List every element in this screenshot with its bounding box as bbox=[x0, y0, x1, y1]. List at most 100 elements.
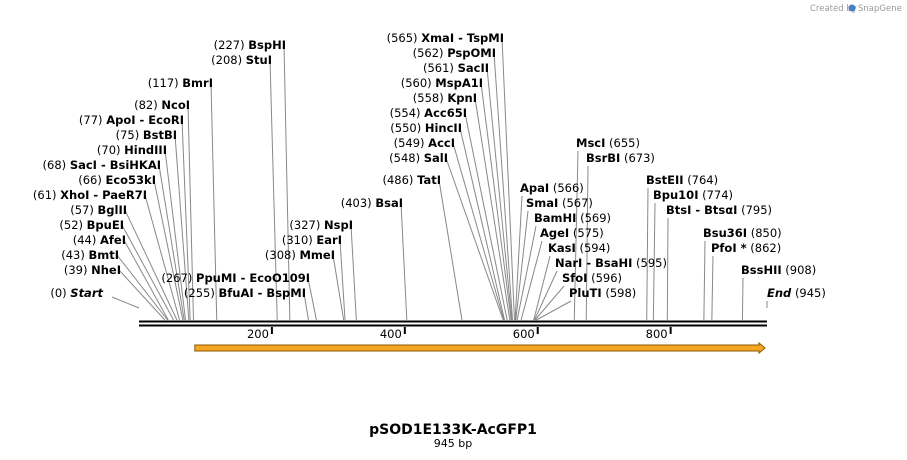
site-label-bpuei[interactable]: (52) BpuEI bbox=[59, 218, 124, 232]
site-position-saci: (68) bbox=[43, 158, 67, 172]
connector-acci bbox=[452, 142, 505, 321]
site-label-eari[interactable]: (310) EarI bbox=[282, 233, 342, 247]
site-label-sali[interactable]: (548) SalI bbox=[389, 151, 448, 165]
site-name-bglii: BglII bbox=[98, 203, 128, 217]
site-label-bamhi[interactable]: BamHI (569) bbox=[534, 211, 611, 225]
site-label-apoi[interactable]: (77) ApoI - EcoRI bbox=[79, 113, 184, 127]
connector-bsu36i bbox=[703, 240, 706, 321]
site-label-pluti[interactable]: PluTI (598) bbox=[569, 286, 636, 300]
site-label-bmri[interactable]: (117) BmrI bbox=[148, 76, 213, 90]
site-label-bsai[interactable]: (403) BsaI bbox=[341, 196, 403, 210]
site-label-stui[interactable]: (208) StuI bbox=[211, 53, 272, 67]
site-name-ncoi: NcoI bbox=[161, 98, 190, 112]
feature-arrow[interactable] bbox=[194, 341, 766, 355]
site-name-bsteii: BstEII bbox=[646, 173, 684, 187]
connector-ppumi bbox=[307, 277, 317, 321]
connector-mmei bbox=[332, 254, 345, 321]
site-position-nspi: (327) bbox=[289, 218, 320, 232]
backbone-strand-bottom bbox=[139, 324, 767, 327]
site-label-start[interactable]: (0) Start bbox=[50, 286, 103, 300]
site-label-btsi[interactable]: BtsI - BtsαI (795) bbox=[666, 203, 772, 217]
site-position-pspomi: (562) bbox=[413, 46, 444, 60]
connector-bsshii bbox=[741, 277, 744, 321]
site-label-tati[interactable]: (486) TatI bbox=[383, 173, 442, 187]
site-label-end[interactable]: End (945) bbox=[767, 286, 826, 300]
site-position-acci: (549) bbox=[394, 136, 425, 150]
site-position-nhei: (39) bbox=[64, 263, 88, 277]
connector-bglii bbox=[124, 209, 178, 321]
site-label-acci[interactable]: (549) AccI bbox=[394, 136, 455, 150]
site-label-apai[interactable]: ApaI (566) bbox=[520, 181, 584, 195]
tick-label-600: 600 bbox=[513, 327, 535, 341]
site-label-bsshii[interactable]: BssHII (908) bbox=[741, 263, 816, 277]
site-label-kasi[interactable]: KasI (594) bbox=[548, 241, 610, 255]
site-label-ncoi[interactable]: (82) NcoI bbox=[134, 98, 190, 112]
site-name-sfoi: SfoI bbox=[562, 271, 587, 285]
site-name-nari: NarI - BsaHI bbox=[555, 256, 632, 270]
site-name-acci: AccI bbox=[428, 136, 455, 150]
connector-nari bbox=[533, 270, 558, 321]
connector-sacii bbox=[486, 67, 513, 321]
site-label-mmei[interactable]: (308) MmeI bbox=[265, 248, 335, 262]
site-label-bstbi[interactable]: (75) BstBI bbox=[116, 128, 177, 142]
site-label-bfuai[interactable]: (255) BfuAI - BspMI bbox=[184, 286, 306, 300]
site-label-sacii[interactable]: (561) SacII bbox=[423, 61, 489, 75]
site-label-agei[interactable]: AgeI (575) bbox=[540, 226, 604, 240]
connector-bsteii bbox=[646, 187, 649, 321]
connector-apoi bbox=[181, 119, 191, 321]
site-label-bsrbi[interactable]: BsrBI (673) bbox=[586, 151, 655, 165]
site-label-xhoi[interactable]: (61) XhoI - PaeR7I bbox=[33, 188, 147, 202]
site-label-bsteii[interactable]: BstEII (764) bbox=[646, 173, 718, 187]
site-name-tati: TatI bbox=[417, 173, 441, 187]
ruler-ticks: 200 400 600 800 bbox=[247, 327, 672, 341]
connector-bsai bbox=[400, 202, 408, 321]
site-position-sali: (548) bbox=[389, 151, 420, 165]
site-label-msci[interactable]: MscI (655) bbox=[576, 136, 640, 150]
site-position-agei: (575) bbox=[573, 226, 604, 240]
site-position-bsai: (403) bbox=[341, 196, 372, 210]
site-position-pfoi: (862) bbox=[750, 241, 781, 255]
site-position-xmai: (565) bbox=[387, 31, 418, 45]
site-label-nari[interactable]: NarI - BsaHI (595) bbox=[555, 256, 667, 270]
site-position-bsteii: (764) bbox=[687, 173, 718, 187]
tick-label-400: 400 bbox=[380, 327, 402, 341]
site-label-xmai[interactable]: (565) XmaI - TspMI bbox=[387, 31, 504, 45]
site-position-ppumi: (267) bbox=[161, 271, 192, 285]
site-label-kpni[interactable]: (558) KpnI bbox=[413, 91, 477, 105]
site-name-bsphi: BspHI bbox=[248, 38, 286, 52]
site-label-afei[interactable]: (44) AfeI bbox=[73, 233, 126, 247]
site-label-nhei[interactable]: (39) NheI bbox=[64, 263, 121, 277]
connector-acc65i bbox=[464, 112, 508, 321]
feature-acgfp1[interactable] bbox=[194, 341, 766, 355]
site-name-smai: SmaI bbox=[526, 196, 558, 210]
site-label-nspi[interactable]: (327) NspI bbox=[289, 218, 353, 232]
site-label-smai[interactable]: SmaI (567) bbox=[526, 196, 593, 210]
site-position-afei: (44) bbox=[73, 233, 97, 247]
site-label-mspa1i[interactable]: (560) MspA1I bbox=[401, 76, 483, 90]
site-label-bsphi[interactable]: (227) BspHI bbox=[214, 38, 286, 52]
site-position-xhoi: (61) bbox=[33, 188, 57, 202]
site-label-hincii[interactable]: (550) HincII bbox=[390, 121, 462, 135]
connector-pfoi bbox=[711, 255, 714, 321]
site-label-bglii[interactable]: (57) BglII bbox=[70, 203, 127, 217]
site-label-eco53ki[interactable]: (66) Eco53kI bbox=[78, 173, 156, 187]
site-label-hindiii[interactable]: (70) HindIII bbox=[97, 143, 167, 157]
site-label-bpu10i[interactable]: Bpu10I (774) bbox=[653, 188, 733, 202]
site-label-pspomi[interactable]: (562) PspOMI bbox=[413, 46, 496, 60]
site-label-pfoi[interactable]: PfoI * (862) bbox=[711, 241, 781, 255]
connector-ncoi bbox=[187, 104, 194, 321]
connector-hincii bbox=[459, 127, 505, 321]
site-label-saci[interactable]: (68) SacI - BsiHKAI bbox=[43, 158, 161, 172]
site-label-acc65i[interactable]: (554) Acc65I bbox=[390, 106, 467, 120]
connector-bsrbi bbox=[585, 165, 589, 321]
connector-bfuai bbox=[303, 292, 309, 321]
backbone-strand-top bbox=[139, 320, 767, 323]
site-label-sfoi[interactable]: SfoI (596) bbox=[562, 271, 622, 285]
site-label-bmti[interactable]: (43) BmtI bbox=[61, 248, 119, 262]
site-label-ppumi[interactable]: (267) PpuMI - EcoO109I bbox=[161, 271, 310, 285]
site-label-bsu36i[interactable]: Bsu36I (850) bbox=[703, 226, 782, 240]
site-position-bmri: (117) bbox=[148, 76, 179, 90]
site-name-pluti: PluTI bbox=[569, 286, 602, 300]
site-position-apai: (566) bbox=[553, 181, 584, 195]
